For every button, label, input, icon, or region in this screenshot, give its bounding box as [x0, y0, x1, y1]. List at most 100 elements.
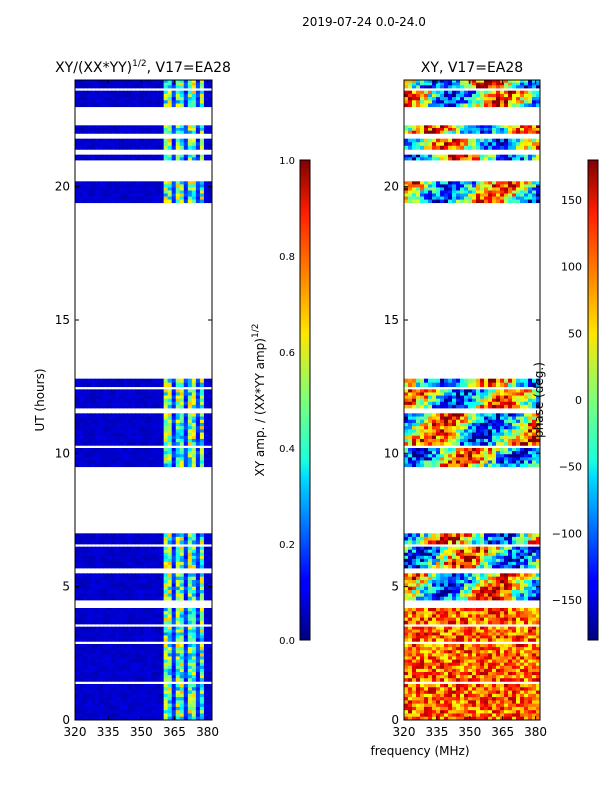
amp-cell [103, 422, 108, 427]
amp-cell [171, 184, 177, 188]
amp-cell [107, 716, 112, 720]
amp-cell [91, 620, 96, 625]
amp-cell [75, 672, 80, 676]
phase-cell [524, 573, 529, 578]
amp-cell [111, 416, 116, 421]
amp-cell [119, 611, 124, 615]
amp-cell [103, 378, 108, 384]
amp-cell [163, 678, 169, 682]
phase-cell [456, 555, 461, 560]
amp-cell [163, 419, 169, 424]
phase-cell [508, 549, 513, 554]
amp-cell [115, 629, 120, 633]
phase-cell [536, 583, 540, 588]
amp-cell [135, 638, 141, 642]
phase-cell [428, 561, 433, 566]
amp-cell [75, 398, 80, 403]
amp-cell [199, 647, 205, 651]
amp-cell [103, 413, 108, 417]
phase-cell [532, 672, 537, 676]
amp-cell [143, 100, 149, 104]
amp-cell [151, 90, 157, 95]
amp-cell [115, 401, 120, 406]
phase-cell [512, 611, 517, 615]
amp-cell [131, 665, 137, 670]
amp-cell [151, 632, 157, 636]
phase-cell [508, 583, 513, 588]
phase-cell [460, 656, 465, 660]
amp-cell [79, 552, 84, 557]
amp-cell [107, 687, 112, 691]
phase-cell [504, 558, 509, 563]
phase-cell [496, 573, 501, 578]
amp-cell [155, 555, 161, 560]
amp-cell [135, 463, 141, 468]
phase-cell [484, 710, 489, 714]
amp-cell [91, 672, 96, 676]
amp-cell [87, 442, 92, 446]
amp-cell [187, 617, 193, 622]
amp-cell [131, 653, 137, 657]
phase-cell [480, 647, 485, 651]
amp-cell [183, 145, 189, 150]
amp-cell [175, 662, 181, 667]
phase-cell [520, 659, 525, 664]
amp-cell [163, 586, 169, 591]
amp-cell [123, 561, 128, 566]
phase-cell [444, 687, 449, 691]
phase-cell [436, 690, 441, 695]
phase-cell [424, 690, 429, 695]
amp-cell [143, 617, 149, 622]
amp-cell [207, 429, 212, 433]
amp-cell [111, 647, 116, 651]
amp-cell [203, 656, 209, 660]
amp-cell [187, 665, 193, 670]
amp-cell [179, 138, 185, 143]
amp-cell [167, 668, 173, 673]
amp-cell [119, 378, 124, 384]
amp-cell [179, 93, 185, 98]
amp-cell [163, 100, 169, 104]
amp-cell [131, 576, 137, 581]
phase-cell [428, 635, 433, 639]
amp-cell [191, 138, 197, 143]
amp-cell [119, 650, 124, 654]
colorbar-tick-label: 0.6 [279, 348, 295, 359]
amp-cell [87, 451, 92, 455]
phase-cell [532, 644, 537, 648]
amp-cell [163, 684, 169, 688]
phase-cell [496, 693, 501, 698]
phase-cell [420, 611, 425, 615]
phase-cell [468, 555, 473, 560]
phase-cell [460, 573, 465, 578]
amp-cell [203, 392, 209, 396]
amp-cell [207, 142, 212, 147]
phase-cell [444, 653, 449, 657]
phase-cell [444, 672, 449, 676]
phase-cell [468, 549, 473, 554]
phase-cell [432, 716, 437, 720]
amp-cell [191, 596, 197, 601]
phase-cell [424, 710, 429, 714]
amp-cell [163, 429, 169, 433]
amp-cell [155, 184, 161, 188]
amp-cell [155, 138, 161, 143]
amp-cell [103, 593, 108, 598]
amp-cell [95, 401, 100, 406]
amp-cell [155, 426, 161, 430]
phase-cell [452, 583, 457, 588]
amp-cell [175, 693, 181, 698]
phase-cell [520, 611, 525, 615]
amp-cell [119, 536, 124, 541]
amp-cell [119, 382, 124, 388]
phase-cell [500, 586, 505, 591]
phase-cell [500, 583, 505, 588]
amp-cell [151, 442, 157, 446]
amp-cell [131, 656, 137, 660]
phase-cell [436, 555, 441, 560]
phase-cell [412, 638, 417, 642]
amp-cell [155, 644, 161, 648]
amp-cell [79, 617, 84, 622]
amp-cell [183, 190, 189, 194]
phase-cell [512, 573, 517, 578]
